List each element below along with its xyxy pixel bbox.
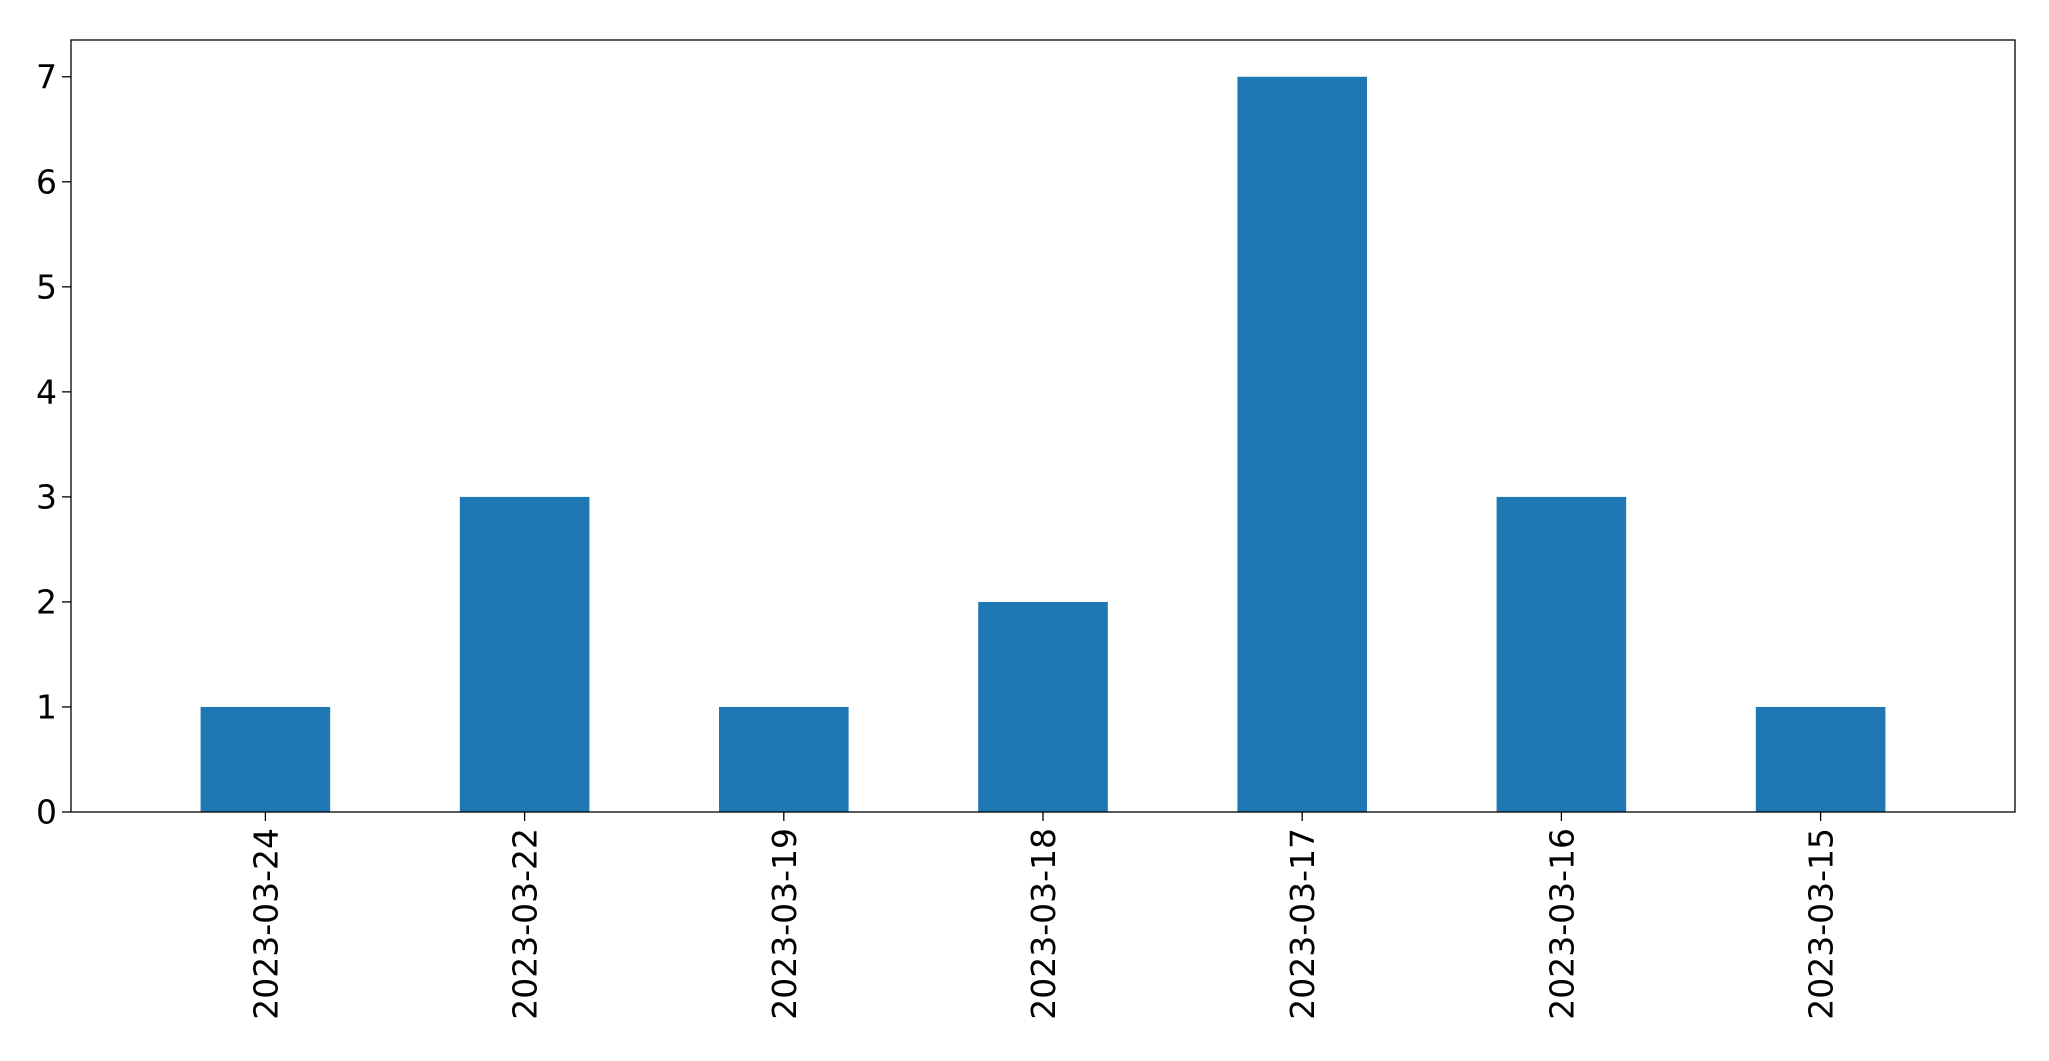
- x-tick-label: 2023-03-16: [1542, 828, 1581, 1020]
- x-axis: 2023-03-24 2023-03-22 2023-03-19 2023-03-18…: [246, 812, 1841, 1020]
- y-tick-label: 0: [36, 793, 57, 832]
- x-tick-label: 2023-03-24: [246, 828, 285, 1020]
- y-axis: 0 1 2 3 4 5 6 7: [36, 57, 71, 832]
- bar-2023-03-16: [1496, 496, 1627, 812]
- x-tick-label: 2023-03-22: [506, 828, 545, 1020]
- y-tick-label: 3: [36, 477, 57, 516]
- x-tick-label: 2023-03-17: [1283, 828, 1322, 1020]
- y-tick-label: 7: [36, 57, 57, 96]
- y-tick-label: 6: [36, 162, 57, 201]
- bar-2023-03-15: [1755, 706, 1886, 812]
- y-tick-label: 5: [36, 267, 57, 306]
- y-tick-label: 1: [36, 687, 57, 726]
- y-tick-label: 2: [36, 582, 57, 621]
- plot-frame: [70, 39, 2016, 813]
- bar-2023-03-24: [200, 706, 331, 812]
- bar-2023-03-18: [978, 601, 1108, 812]
- bars-layer: [200, 76, 1886, 812]
- bar-2023-03-17: [1237, 76, 1367, 812]
- x-tick-label: 2023-03-19: [765, 828, 804, 1020]
- x-tick-label: 2023-03-18: [1024, 828, 1063, 1020]
- y-tick-label: 4: [36, 372, 57, 411]
- bar-2023-03-22: [459, 496, 590, 812]
- x-tick-label: 2023-03-15: [1802, 828, 1841, 1020]
- bar-2023-03-19: [719, 706, 849, 812]
